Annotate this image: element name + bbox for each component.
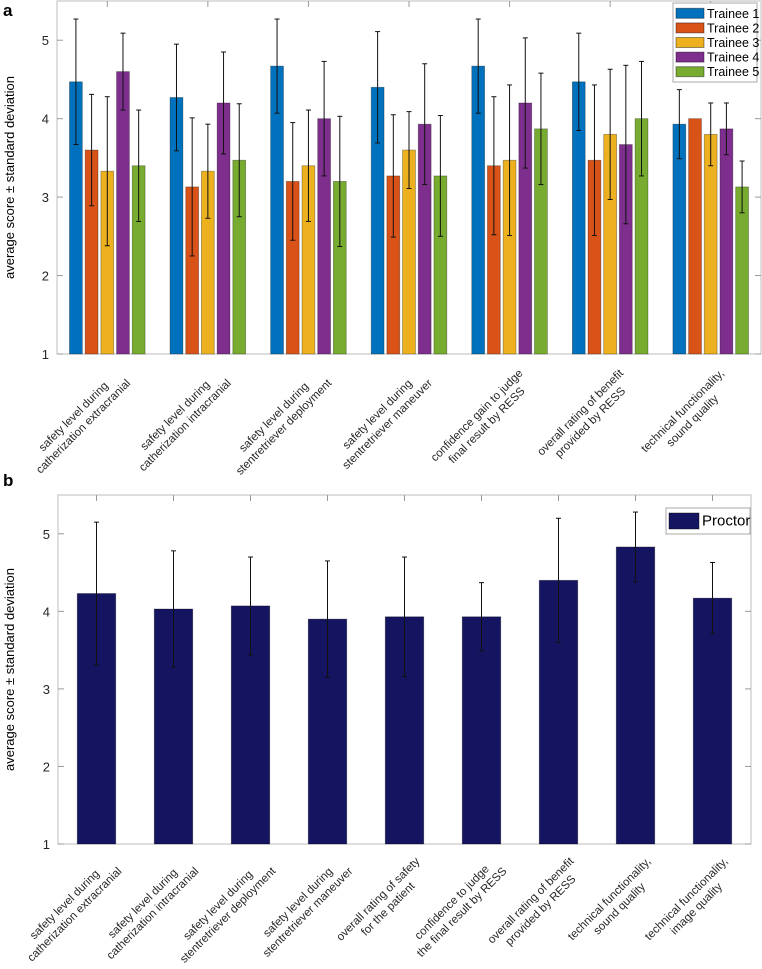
bar: [116, 71, 130, 355]
legend-label: Trainee 2: [707, 21, 759, 35]
y-axis-label: average score ± standard deviation: [2, 568, 17, 771]
bar: [384, 616, 425, 845]
bar: [692, 597, 733, 845]
chart-panel-a: a 1 2 3 4 5 average score ± standard deviation…: [2, 0, 762, 478]
x-tick-label-line: catherization intracranial: [137, 377, 234, 474]
y-tick-label: 5: [42, 33, 49, 48]
x-tick-label-line: technical functionality,: [566, 856, 653, 943]
bar: [719, 128, 734, 355]
legend-label: Trainee 5: [707, 65, 759, 79]
legend-label: Trainee 1: [707, 7, 759, 21]
legend-label: Proctor: [702, 513, 750, 530]
legend-swatch: [675, 7, 705, 19]
legend-swatch: [675, 51, 705, 63]
bar: [688, 118, 702, 355]
x-tick-label-line: stentretriever maneuver: [261, 865, 355, 959]
x-tick-label-line: technical functionality,: [639, 368, 726, 455]
x-tick-label-line: stentretriever deployment: [234, 377, 335, 478]
y-tick-label: 1: [42, 347, 49, 362]
legend-swatch: [668, 512, 700, 530]
chart-panel-b: b 1 2 3 4 5 average score ± standard deviation…: [2, 471, 752, 966]
bar: [703, 133, 718, 355]
bar: [615, 546, 656, 845]
legend-label: Trainee 3: [707, 36, 759, 50]
x-tick-label: technical functionality,image quality: [643, 856, 730, 943]
y-tick-label: 2: [42, 269, 49, 284]
x-tick-label-line: confidence gain to judge: [429, 368, 526, 465]
legend-label: Trainee 4: [707, 51, 759, 65]
x-tick-label-line: the final result by RESS: [415, 865, 510, 960]
legend-swatch: [675, 66, 705, 78]
panel-letter: b: [3, 471, 13, 490]
legend: Proctor: [665, 507, 751, 535]
legend-swatch: [675, 37, 705, 48]
y-tick-label: 4: [42, 112, 49, 127]
x-tick-label: technical functionality,sound quality: [639, 368, 726, 455]
x-tick-label-line: catherization extracranial: [34, 377, 133, 476]
legend-swatch: [675, 22, 705, 34]
bar: [461, 616, 502, 845]
y-tick-label: 4: [43, 604, 50, 619]
x-tick-label-line: technical functionality,: [643, 856, 730, 943]
x-tick-label-line: overall rating of benefit: [535, 367, 626, 458]
y-tick-label: 1: [43, 837, 50, 852]
y-tick-label: 2: [43, 759, 50, 774]
bar: [76, 593, 117, 845]
x-tick-label-line: stentretriever maneuver: [341, 377, 435, 471]
y-tick-label: 3: [43, 682, 50, 697]
y-axis-label: average score ± standard deviation: [2, 76, 17, 279]
panel-letter: a: [3, 1, 13, 20]
y-tick-label: 5: [43, 527, 50, 542]
y-tick-label: 3: [42, 190, 49, 205]
